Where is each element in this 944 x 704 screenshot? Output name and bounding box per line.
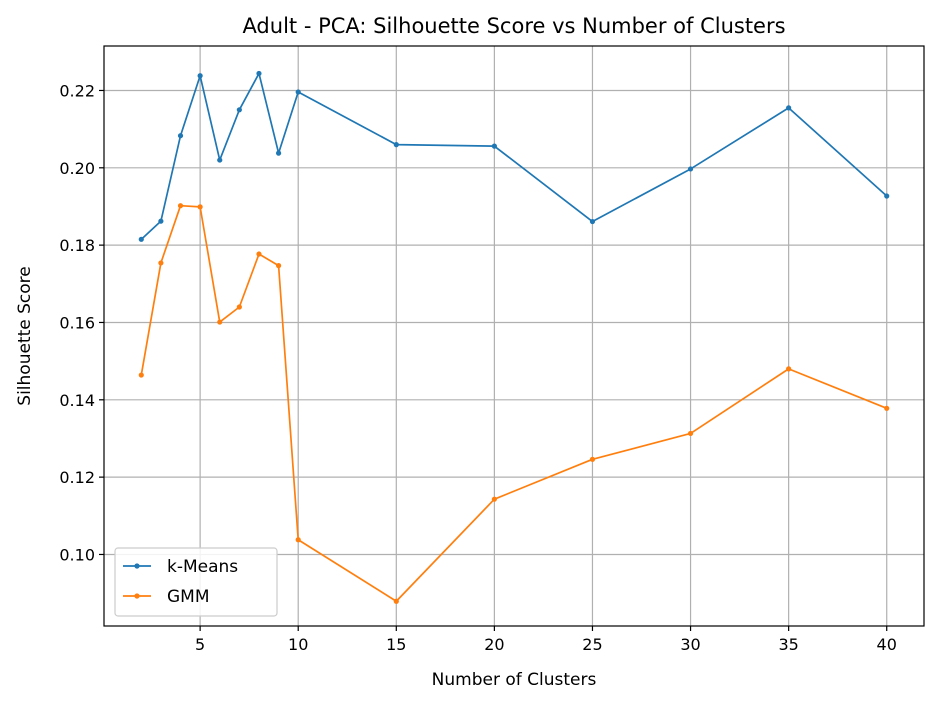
legend-label-gmm: GMM <box>167 587 210 607</box>
series-k-means <box>138 70 890 242</box>
data-point-k-means <box>177 133 184 139</box>
x-tick-label: 20 <box>484 635 504 654</box>
data-point-k-means <box>786 105 792 111</box>
x-tick-label: 40 <box>877 635 897 654</box>
y-tick-label: 0.22 <box>59 81 95 100</box>
x-axis: 5 10 15 20 25 30 35 40 <box>195 626 897 654</box>
data-point-gmm <box>491 496 497 502</box>
y-axis-label: Silhouette Score <box>15 266 35 405</box>
y-tick-label: 0.14 <box>59 391 95 410</box>
data-point-gmm <box>884 405 890 411</box>
data-point-k-means <box>687 166 694 172</box>
series-gmm <box>138 203 890 604</box>
data-point-k-means <box>275 150 282 156</box>
data-point-k-means <box>197 73 203 79</box>
data-point-gmm <box>393 598 399 604</box>
data-point-gmm <box>217 319 223 325</box>
plot-frame <box>103 45 925 627</box>
legend-label-k-means: k-Means <box>167 557 238 577</box>
data-point-k-means <box>158 218 164 224</box>
data-point-gmm <box>138 372 144 378</box>
data-point-gmm <box>197 204 203 210</box>
data-point-gmm <box>786 366 792 372</box>
data-point-gmm <box>275 263 282 269</box>
data-point-k-means <box>256 70 262 77</box>
series-layer <box>138 70 890 604</box>
x-tick-label: 30 <box>680 635 700 654</box>
y-tick-label: 0.10 <box>59 545 95 564</box>
y-axis: 0.10 0.12 0.14 0.16 0.18 0.20 0.22 <box>59 81 104 564</box>
data-point-k-means <box>491 143 497 149</box>
y-tick-label: 0.20 <box>59 159 95 178</box>
y-tick-label: 0.18 <box>59 236 95 255</box>
data-point-gmm <box>295 537 301 543</box>
series-line-gmm <box>140 204 888 603</box>
data-point-gmm <box>589 456 596 462</box>
data-point-k-means <box>295 89 301 95</box>
y-tick-label: 0.12 <box>59 468 95 487</box>
y-tick-label: 0.16 <box>59 313 95 332</box>
grid-lines <box>104 46 924 626</box>
data-point-gmm <box>256 251 262 257</box>
chart-title: Adult - PCA: Silhouette Score vs Number … <box>242 14 785 38</box>
x-tick-label: 35 <box>778 635 798 654</box>
series-line-k-means <box>140 72 888 240</box>
x-axis-label: Number of Clusters <box>432 670 597 690</box>
data-point-k-means <box>393 142 399 148</box>
x-tick-label: 15 <box>386 635 406 654</box>
legend-marker-gmm <box>134 593 140 599</box>
legend-box <box>114 547 278 617</box>
data-point-gmm <box>236 304 242 310</box>
data-point-gmm <box>177 203 184 209</box>
data-point-gmm <box>158 260 164 266</box>
legend: k-Means GMM <box>114 547 278 617</box>
data-point-gmm <box>687 430 694 437</box>
data-point-k-means <box>884 193 890 199</box>
x-tick-label: 5 <box>195 635 205 654</box>
data-point-k-means <box>589 218 596 225</box>
x-tick-label: 10 <box>288 635 308 654</box>
data-point-k-means <box>138 236 144 242</box>
x-tick-label: 25 <box>582 635 602 654</box>
legend-marker-k-means <box>134 563 140 569</box>
data-point-k-means <box>217 157 223 163</box>
data-point-k-means <box>236 107 242 113</box>
